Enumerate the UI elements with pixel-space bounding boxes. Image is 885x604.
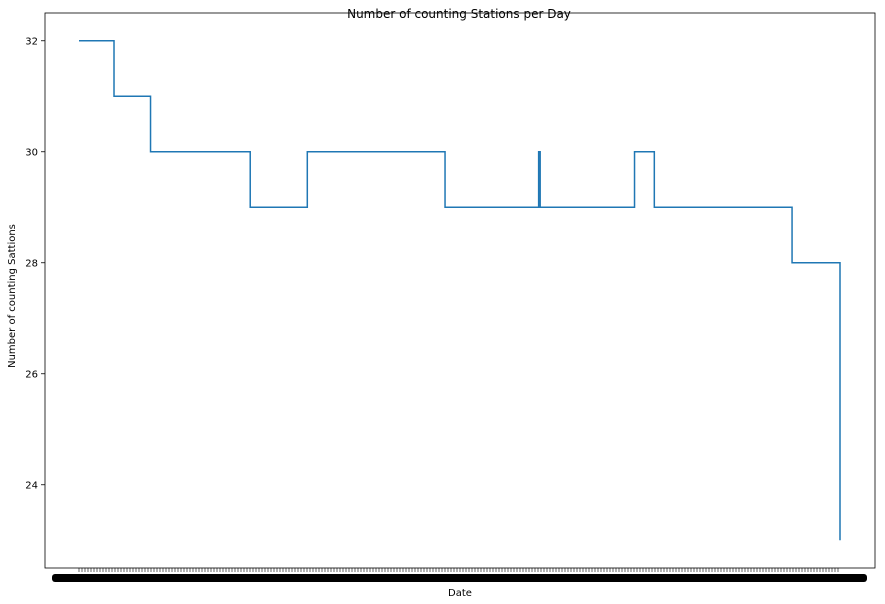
plot-area-frame (44, 12, 876, 569)
y-tick-label: 28 (25, 258, 38, 269)
x-axis (52, 568, 867, 582)
x-tick-labels-overlapping (52, 574, 867, 582)
chart-title: Number of counting Stations per Day (347, 7, 571, 21)
x-axis-label: Date (448, 588, 472, 599)
y-tick-label: 24 (25, 480, 38, 491)
y-tick-label: 32 (25, 36, 38, 47)
y-tick-label: 30 (25, 147, 38, 158)
y-tick-label: 26 (25, 369, 38, 380)
x-tick-marks (78, 568, 839, 572)
y-axis: 24 26 28 30 32 (25, 36, 45, 491)
series-line (79, 40, 841, 541)
y-axis-label: Number of counting Sattions (7, 224, 18, 368)
